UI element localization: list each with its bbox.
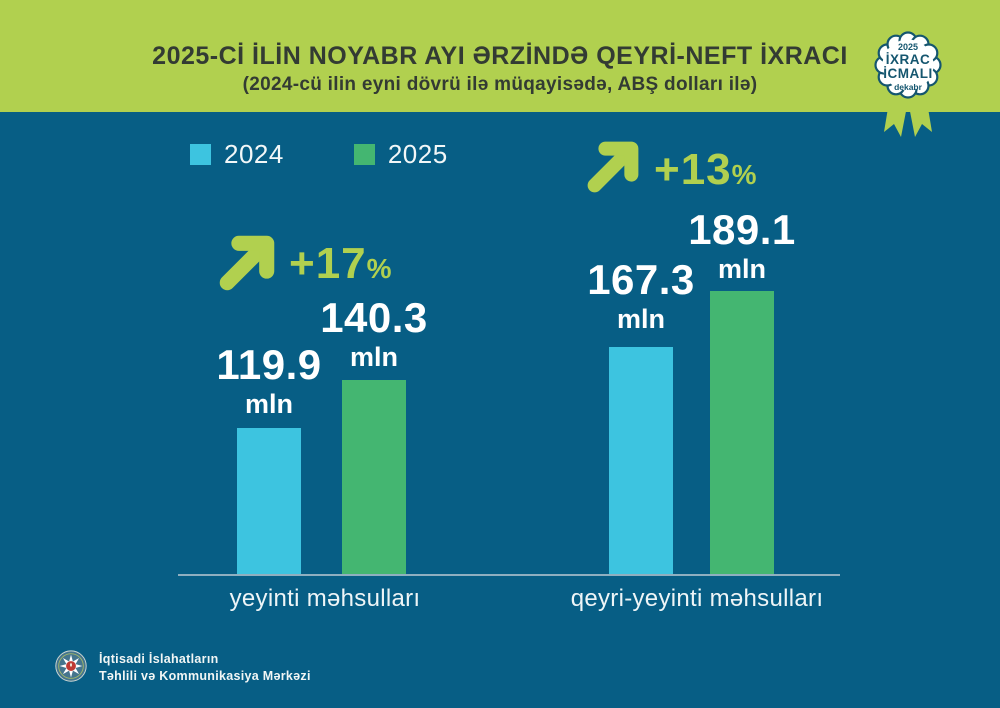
export-review-badge: 2025 İXRAC İCMALI dekabr: [874, 31, 942, 137]
legend-label-2024: 2024: [224, 139, 284, 169]
badge-year: 2025: [898, 42, 918, 52]
growth-value-group1: +17%: [289, 239, 392, 288]
x-axis-line: [178, 574, 840, 576]
value-unit: mln: [244, 388, 293, 419]
badge-title-line1: İXRAC: [886, 52, 931, 67]
growth-value-group2: +13%: [654, 145, 757, 194]
badge-month: dekabr: [894, 82, 923, 92]
organization-name: İqtisadi İslahatların Təhlili və Kommuni…: [99, 651, 311, 685]
legend-label-2025: 2025: [387, 139, 448, 169]
legend-item-2025: 2025: [353, 139, 448, 170]
value-label-2025-nonfood: 189.1 mln: [657, 205, 827, 284]
value-unit: mln: [717, 253, 766, 284]
badge-ribbons: [884, 90, 932, 137]
page-title: 2025-Cİ İLİN NOYABR AYI ƏRZİNDƏ QEYRİ-NE…: [152, 42, 848, 70]
header-band: 2025-Cİ İLİN NOYABR AYI ƏRZİNDƏ QEYRİ-NE…: [0, 0, 1000, 112]
state-emblem-icon: [55, 650, 87, 682]
org-line1: İqtisadi İslahatların: [99, 652, 219, 666]
badge-seal-icon: [874, 31, 942, 99]
bar-2025-nonfood: [710, 291, 774, 575]
growth-arrow-icon: [219, 235, 275, 291]
bar-2025-food: [342, 380, 406, 575]
percent-sign: %: [731, 159, 757, 190]
growth-number: +17: [289, 239, 367, 288]
growth-number: +13: [654, 145, 732, 194]
percent-sign: %: [366, 253, 392, 284]
org-line2: Təhlili və Kommunikasiya Mərkəzi: [99, 669, 311, 683]
growth-arrow-icon: [587, 141, 639, 193]
page-subtitle: (2024-cü ilin eyni dövrü ilə müqayisədə,…: [242, 74, 758, 95]
value-number: 119.9: [216, 340, 322, 388]
bar-2024-nonfood: [609, 347, 673, 575]
legend-item-2024: 2024: [190, 139, 284, 170]
value-number: 140.3: [320, 293, 428, 341]
value-number: 189.1: [688, 205, 796, 253]
value-label-2024-nonfood: 167.3 mln: [556, 255, 726, 334]
value-unit: mln: [616, 303, 665, 334]
value-label-2025-food: 140.3 mln: [289, 293, 459, 372]
legend-swatch-2024: [190, 144, 211, 165]
legend: 2024 2025: [190, 139, 448, 170]
category-label-nonfood: qeyri-yeyinti məhsulları: [570, 585, 824, 612]
legend-swatch-2025: [353, 144, 375, 165]
bar-2024-food: [237, 428, 301, 575]
badge-title-line2: İCMALI: [883, 66, 933, 81]
value-unit: mln: [349, 341, 398, 372]
value-label-2024-food: 119.9 mln: [184, 340, 354, 419]
value-number: 167.3: [587, 255, 695, 303]
category-label-food: yeyinti məhsulları: [229, 585, 421, 612]
